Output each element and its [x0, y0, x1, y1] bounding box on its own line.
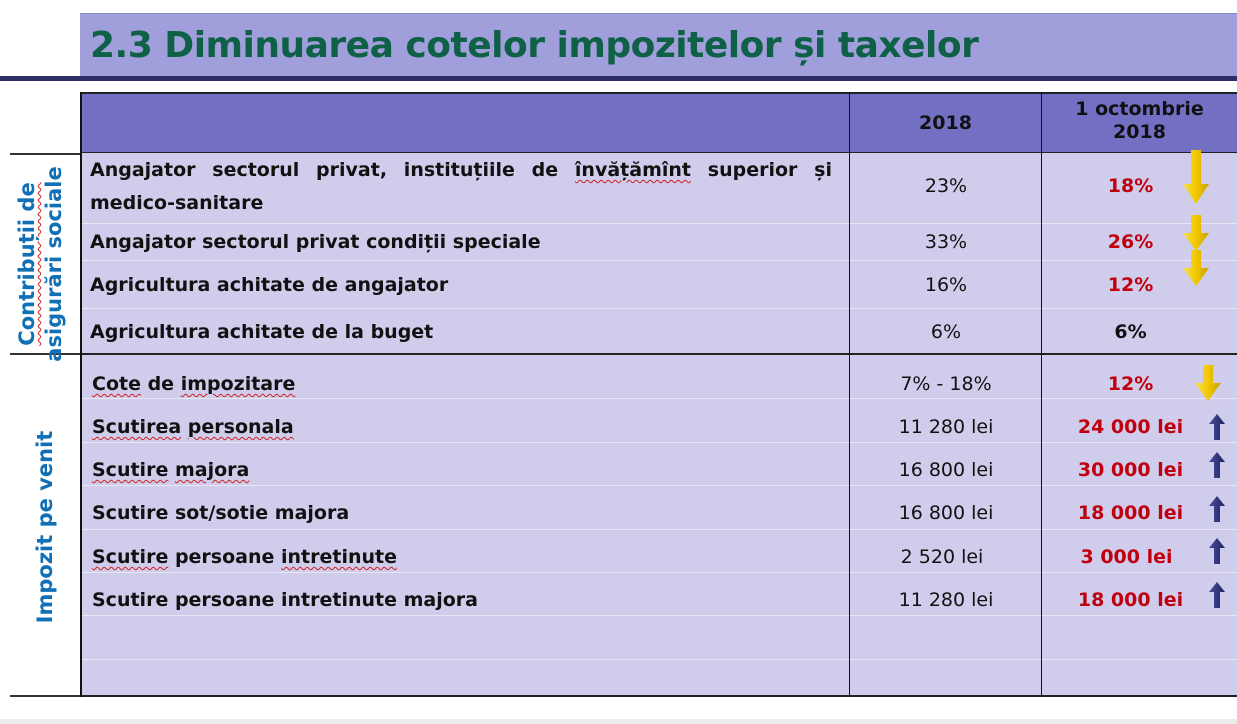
value-2018: 11 280 lei [898, 589, 994, 611]
value-2018: 11 280 lei [898, 416, 994, 438]
value-new: 12% [1107, 373, 1154, 395]
table-row-label: Cote de impozitare [92, 373, 296, 395]
table-row-label: Scutire persoane intretinute majora [92, 589, 478, 611]
arrow-down-icon [1183, 150, 1209, 204]
arrow-down-icon [1183, 250, 1209, 286]
title-underline [0, 76, 1237, 81]
footer-line [0, 719, 1237, 724]
slide-title: 2.3 Diminuarea cotelor impozitelor și ta… [90, 25, 979, 66]
table-row-label: Angajator sectorul privat condiții speci… [90, 231, 541, 253]
section-label-contributii-line1: Contribuții de [15, 182, 39, 346]
value-new: 18 000 lei [1077, 502, 1184, 524]
header-1-octombrie-2018: 1 octombrie 2018 [1042, 98, 1237, 144]
tax-rates-table: 2018 1 octombrie 2018 Angajator sectorul… [80, 92, 1237, 697]
section-label-impozit-text: Impozit pe venit [33, 430, 57, 624]
section-label-contributii-line2: asigurări sociale [42, 166, 66, 362]
section-label-contributii: Contribuții de asigurări sociale [14, 164, 74, 364]
table-row-label: Scutirea personala [92, 416, 294, 438]
table-row-label: Scutire sot/sotie majora [92, 502, 350, 524]
table-row-label: Agricultura achitate de angajator [90, 274, 449, 296]
table-row-label: Scutire persoane intretinute [92, 546, 398, 568]
value-2018: 33% [924, 231, 968, 253]
table-row-label: Scutire majora [92, 459, 250, 481]
value-new: 26% [1107, 231, 1154, 253]
section-label-impozit: Impozit pe venit [30, 427, 60, 627]
table-row-label: Agricultura achitate de la buget [90, 321, 434, 343]
arrow-up-icon [1209, 414, 1225, 440]
value-new: 18% [1107, 175, 1154, 197]
table-row-label: Angajator sectorul privat, instituțiile … [90, 159, 833, 214]
table-body [80, 153, 1237, 697]
arrow-up-icon [1209, 452, 1225, 478]
value-new: 24 000 lei [1077, 416, 1184, 438]
table-header [80, 92, 1237, 153]
value-2018: 16% [924, 274, 968, 296]
header-2018: 2018 [919, 112, 972, 134]
value-2018: 16 800 lei [898, 459, 994, 481]
value-new: 3 000 lei [1080, 546, 1173, 568]
value-new: 6% [1114, 321, 1147, 343]
header-new-line2: 2018 [1113, 121, 1166, 143]
value-2018: 2 520 lei [900, 546, 984, 568]
title-bar: 2.3 Diminuarea cotelor impozitelor și ta… [80, 13, 1237, 77]
value-2018: 7% - 18% [900, 373, 992, 395]
value-2018: 6% [930, 321, 962, 343]
value-new: 12% [1107, 274, 1154, 296]
arrow-up-icon [1209, 496, 1225, 522]
arrow-up-icon [1209, 538, 1225, 564]
value-2018: 23% [924, 175, 968, 197]
value-new: 30 000 lei [1077, 459, 1184, 481]
header-new-line1: 1 octombrie [1075, 98, 1204, 120]
arrow-down-icon [1183, 215, 1209, 251]
arrow-down-icon [1195, 365, 1221, 401]
value-new: 18 000 lei [1077, 589, 1184, 611]
value-2018: 16 800 lei [898, 502, 994, 524]
arrow-up-icon [1209, 582, 1225, 608]
